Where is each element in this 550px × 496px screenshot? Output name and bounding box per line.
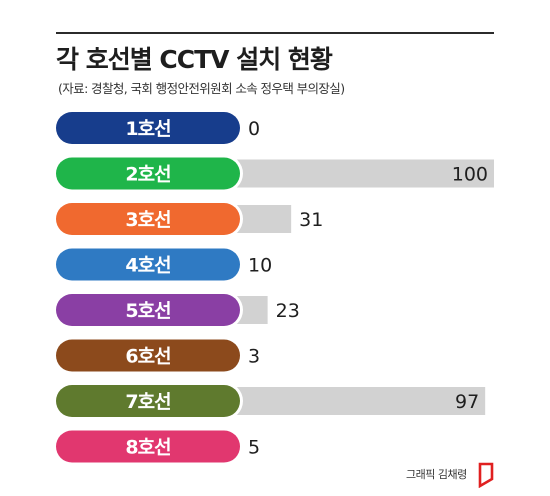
value-label: 97 <box>455 391 479 413</box>
value-label: 3 <box>248 346 260 368</box>
chart-subtitle: (자료: 경찰청, 국회 행정안전위원회 소속 정우택 부의장실) <box>58 81 345 96</box>
category-pill <box>56 248 240 281</box>
value-bar <box>200 159 494 188</box>
flag-logo-icon <box>478 462 494 488</box>
category-pill <box>56 157 240 190</box>
category-label: 3호선 <box>125 209 170 231</box>
category-pill <box>56 385 240 417</box>
category-pill <box>56 339 240 372</box>
value-label: 5 <box>248 437 260 459</box>
value-label: 10 <box>248 255 272 277</box>
value-label: 31 <box>299 209 323 231</box>
category-label: 6호선 <box>125 346 170 368</box>
category-pill <box>56 294 240 326</box>
category-label: 5호선 <box>125 300 170 322</box>
chart-title: 각 호선별 CCTV 설치 현황 <box>56 45 333 74</box>
graphic-credit: 그래픽 김채령 <box>406 468 467 481</box>
value-label: 100 <box>452 164 488 186</box>
category-pill <box>56 203 240 235</box>
top-rule <box>56 32 494 34</box>
category-label: 2호선 <box>125 164 170 186</box>
value-label: 23 <box>276 300 300 322</box>
value-label: 0 <box>248 118 260 140</box>
value-bar <box>200 387 486 415</box>
category-pill <box>56 112 240 144</box>
category-label: 7호선 <box>125 391 170 413</box>
category-label: 8호선 <box>125 437 170 459</box>
category-label: 4호선 <box>125 255 170 277</box>
category-pill <box>56 430 240 463</box>
category-label: 1호선 <box>125 118 170 140</box>
